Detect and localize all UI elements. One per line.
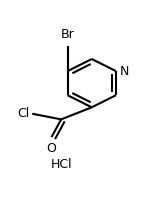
Text: N: N [120,65,129,78]
Text: HCl: HCl [50,158,72,171]
Text: Cl: Cl [18,107,30,120]
Text: Br: Br [61,28,75,41]
Text: O: O [47,142,57,155]
